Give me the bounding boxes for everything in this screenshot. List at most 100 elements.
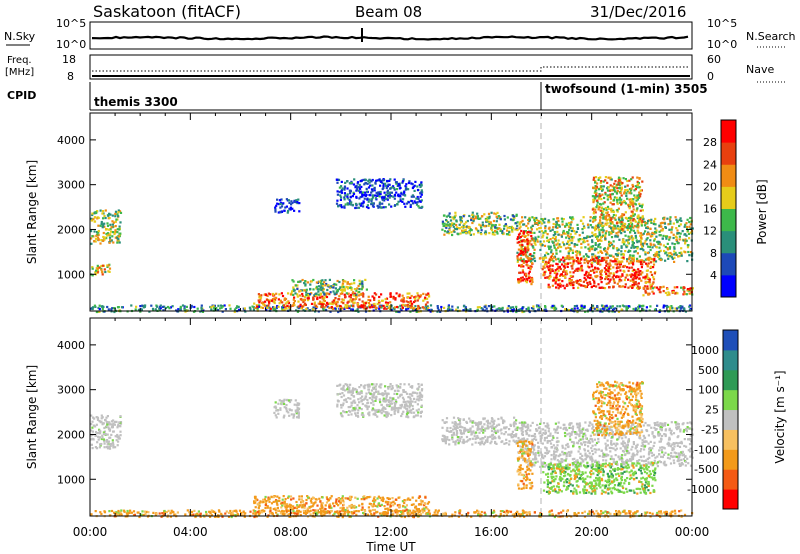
scatter-cell (339, 286, 342, 289)
scatter-cell (362, 201, 365, 204)
scatter-cell (390, 205, 393, 208)
scatter-cell (609, 195, 612, 198)
scatter-cell (342, 513, 345, 516)
scatter-cell (636, 207, 639, 210)
scatter-cell (573, 305, 576, 308)
scatter-cell (582, 225, 586, 228)
scatter-cell (521, 310, 524, 314)
colorbar-swatch (721, 252, 736, 276)
scatter-cell (607, 282, 610, 285)
scatter-cell (342, 500, 345, 503)
scatter-cell (319, 292, 323, 295)
scatter-cell (357, 510, 360, 513)
scatter-cell (330, 306, 333, 309)
scatter-cell (307, 295, 310, 298)
scatter-cell (592, 178, 595, 181)
scatter-cell (539, 243, 542, 246)
scatter-cell (384, 513, 388, 516)
scatter-cell (295, 309, 298, 312)
scatter-cell (597, 224, 600, 227)
scatter-cell (494, 224, 497, 227)
scatter-cell (304, 283, 307, 286)
scatter-cell (305, 498, 308, 502)
scatter-cell (399, 198, 402, 201)
scatter-cell (629, 236, 632, 239)
scatter-cell (664, 235, 668, 238)
scatter-cell (213, 304, 216, 307)
scatter-cell (639, 232, 642, 235)
scatter-cell (402, 198, 405, 201)
scatter-cell (624, 211, 627, 214)
scatter-cell (359, 204, 363, 207)
scatter-cell (375, 179, 378, 182)
scatter-cell (583, 236, 586, 240)
scatter-cell (395, 292, 398, 295)
scatter-cell (443, 230, 447, 233)
scatter-cell (397, 310, 400, 313)
scatter-cell (258, 294, 261, 297)
scatter-cell (623, 241, 626, 244)
scatter-cell (644, 289, 647, 292)
scatter-cell (315, 305, 319, 308)
scatter-cell (572, 286, 575, 290)
scatter-cell (364, 513, 367, 517)
scatter-cell (237, 305, 240, 308)
scatter-cell (529, 265, 532, 268)
scatter-cell (632, 214, 635, 217)
scatter-cell (370, 179, 373, 182)
scatter-cell (116, 231, 119, 234)
scatter-cell (526, 240, 529, 243)
scatter-cell (119, 425, 122, 428)
scatter-cell (549, 238, 552, 241)
scatter-cell (618, 263, 621, 266)
scatter-cell (289, 293, 293, 296)
scatter-cell (600, 510, 603, 513)
scatter-cell (408, 514, 412, 517)
scatter-cell (426, 301, 429, 304)
scatter-cell (539, 257, 542, 260)
scatter-cell (622, 253, 625, 256)
scatter-cell (571, 284, 574, 287)
scatter-cell (589, 282, 592, 285)
scatter-cell (370, 191, 373, 194)
scatter-cell (644, 513, 647, 516)
scatter-cell (573, 245, 576, 248)
scatter-cell (554, 233, 557, 236)
scatter-cell (367, 186, 371, 189)
scatter-cell (106, 305, 109, 309)
scatter-cell (116, 444, 119, 447)
scatter-cell (117, 512, 120, 515)
scatter-cell (405, 307, 408, 310)
scatter-cell (591, 208, 595, 211)
scatter-cell (624, 189, 627, 192)
scatter-cell (581, 238, 584, 241)
scatter-cell (584, 246, 587, 249)
scatter-cell (562, 268, 566, 272)
scatter-cell (658, 310, 661, 313)
scatter-cell (563, 259, 566, 262)
scatter-cell (672, 289, 675, 292)
scatter-cell (388, 179, 391, 182)
scatter-cell (506, 310, 509, 313)
scatter-cell (534, 236, 537, 239)
scatter-cell (394, 511, 397, 514)
scatter-cell (680, 515, 683, 518)
scatter-cell (280, 205, 284, 208)
scatter-cell (200, 304, 203, 307)
scatter-cell (398, 293, 401, 296)
scatter-cell (427, 501, 431, 504)
scatter-cell (481, 224, 485, 227)
scatter-cell (612, 247, 615, 250)
scatter-cell (620, 215, 623, 218)
scatter-cell (183, 308, 186, 311)
scatter-cell (626, 188, 629, 192)
scatter-cell (593, 211, 596, 214)
scatter-cell (609, 231, 612, 234)
scatter-cell (476, 215, 479, 218)
scatter-cell (589, 216, 592, 219)
scatter-cell (598, 514, 601, 517)
scatter-cell (622, 177, 625, 180)
scatter-cell (669, 216, 672, 219)
scatter-cell (380, 306, 383, 309)
scatter-cell (306, 511, 309, 514)
